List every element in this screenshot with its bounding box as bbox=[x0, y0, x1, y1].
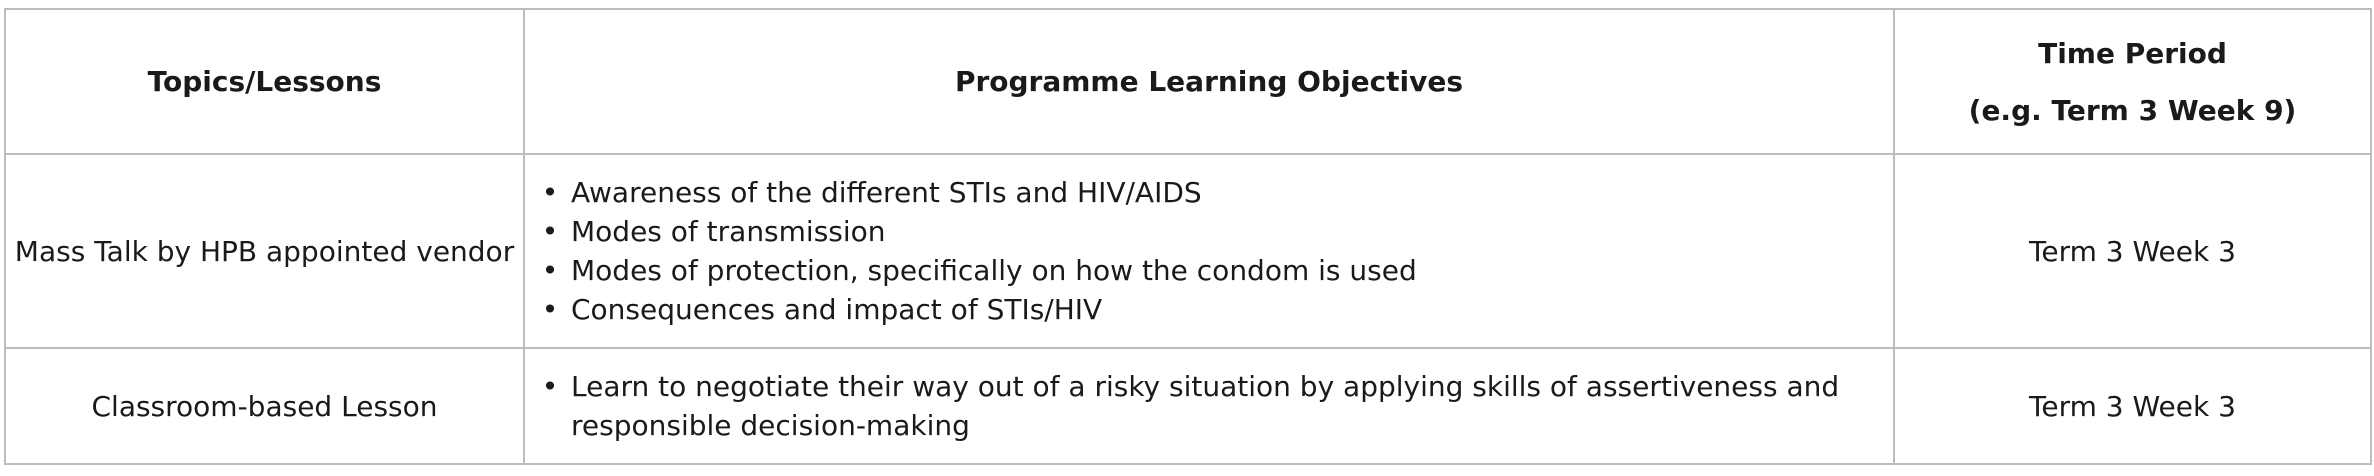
time-period-cell: Term 3 Week 3 bbox=[1893, 153, 2372, 349]
bullet-icon: • bbox=[541, 293, 559, 326]
objective-text: Modes of protection, specifically on how… bbox=[571, 254, 1417, 287]
objectives-cell: • Learn to negotiate their way out of a r… bbox=[523, 347, 1895, 465]
table-header-row: Topics/Lessons Programme Learning Object… bbox=[4, 8, 2372, 155]
objectives-cell: • Awareness of the different STIs and HIV… bbox=[523, 153, 1895, 349]
topic-cell: Classroom-based Lesson bbox=[4, 347, 525, 465]
bullet-icon: • bbox=[541, 370, 559, 403]
objective-text: Modes of transmission bbox=[571, 215, 886, 248]
objective-item: • Modes of protection, specifically on ho… bbox=[542, 251, 1853, 290]
objective-item: • Consequences and impact of STIs/HIV bbox=[542, 290, 1853, 329]
objective-item: • Learn to negotiate their way out of a r… bbox=[542, 367, 1853, 445]
table-row: Mass Talk by HPB appointed vendor • Aware… bbox=[4, 153, 2372, 349]
bullet-icon: • bbox=[541, 254, 559, 287]
lesson-plan-table: Topics/Lessons Programme Learning Object… bbox=[4, 8, 2372, 465]
table-row: Classroom-based Lesson • Learn to negotia… bbox=[4, 347, 2372, 465]
objective-item: • Modes of transmission bbox=[542, 212, 1853, 251]
header-time-period: Time Period (e.g. Term 3 Week 9) bbox=[1893, 8, 2372, 155]
objective-text: Consequences and impact of STIs/HIV bbox=[571, 293, 1103, 326]
time-period-cell: Term 3 Week 3 bbox=[1893, 347, 2372, 465]
header-time-period-example: (e.g. Term 3 Week 9) bbox=[1968, 93, 2297, 127]
objectives-list: • Learn to negotiate their way out of a r… bbox=[525, 367, 1893, 445]
bullet-icon: • bbox=[541, 176, 559, 209]
bullet-icon: • bbox=[541, 215, 559, 248]
objective-text: Learn to negotiate their way out of a ri… bbox=[571, 370, 1840, 442]
objective-item: • Awareness of the different STIs and HIV… bbox=[542, 173, 1853, 212]
header-time-period-title: Time Period bbox=[2038, 36, 2227, 70]
objective-text: Awareness of the different STIs and HIV/… bbox=[571, 176, 1202, 209]
objectives-list: • Awareness of the different STIs and HIV… bbox=[525, 173, 1893, 329]
header-topics: Topics/Lessons bbox=[4, 8, 525, 155]
header-objectives: Programme Learning Objectives bbox=[523, 8, 1895, 155]
topic-cell: Mass Talk by HPB appointed vendor bbox=[4, 153, 525, 349]
lesson-plan-table-wrapper: Topics/Lessons Programme Learning Object… bbox=[4, 8, 2372, 465]
